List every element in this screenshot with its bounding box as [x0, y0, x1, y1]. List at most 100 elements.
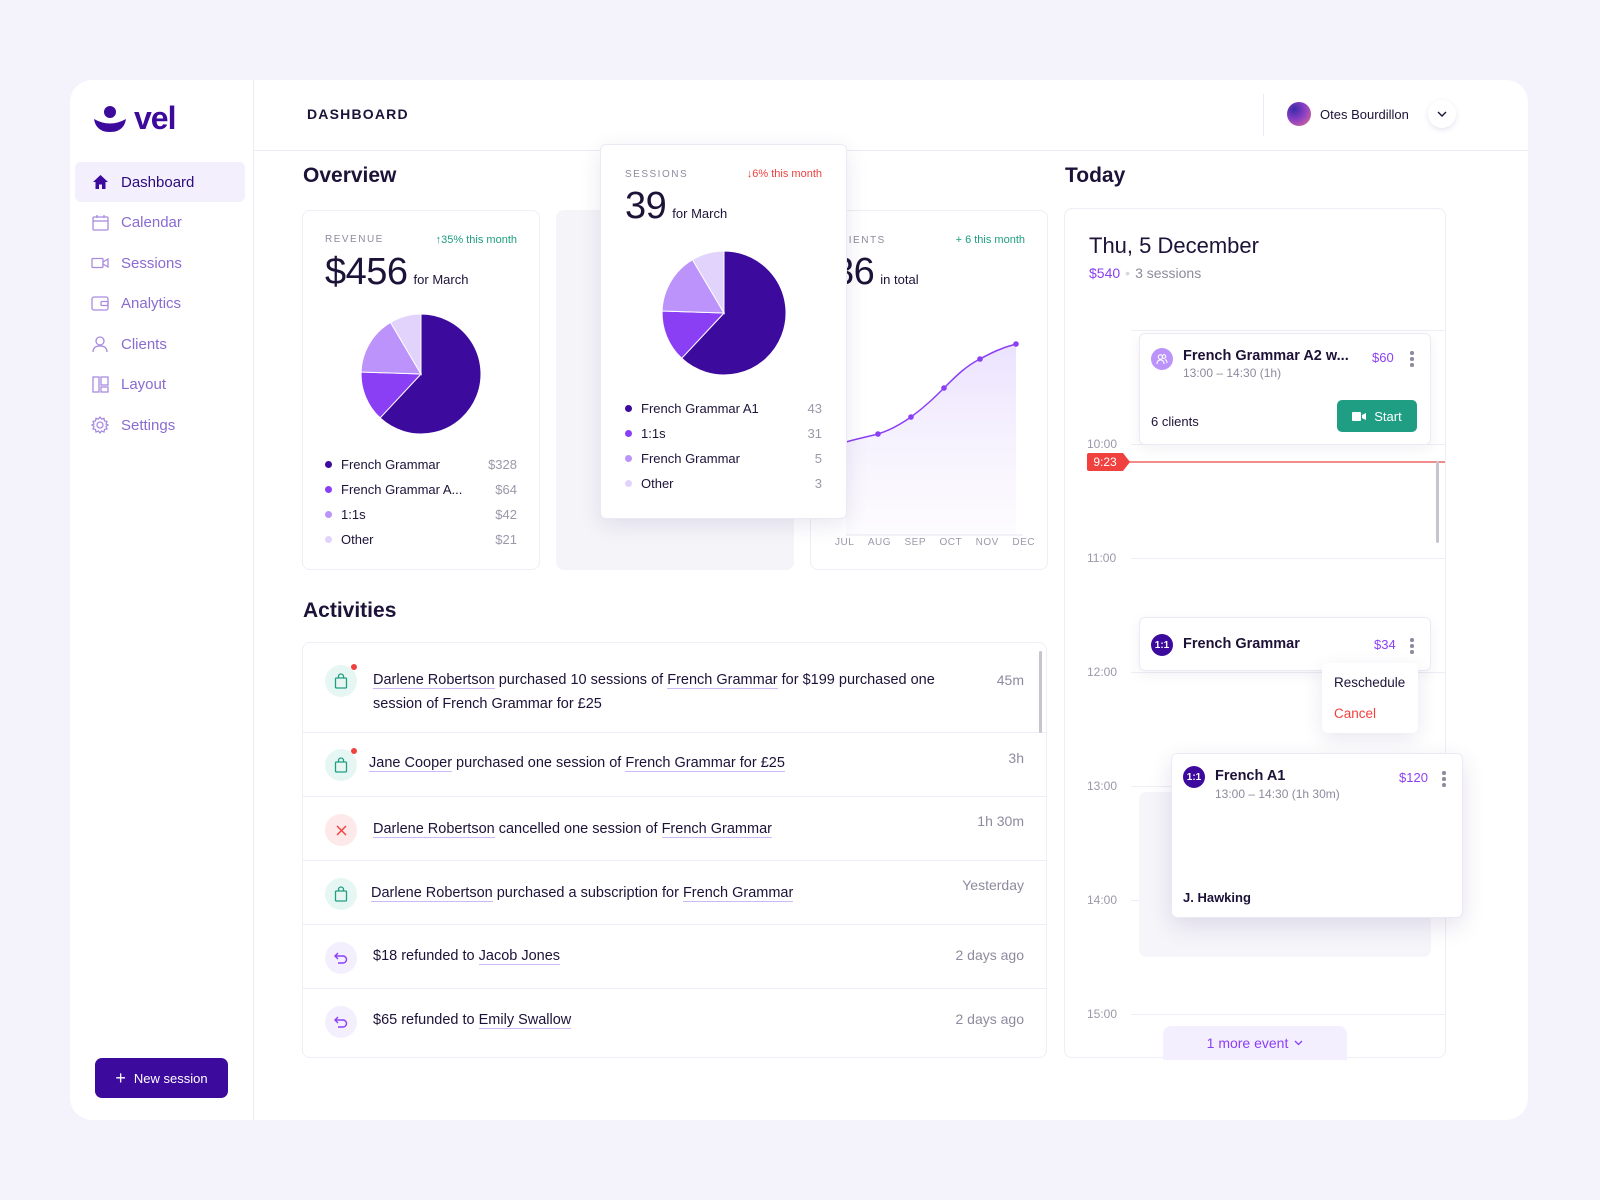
legend-item: Other $21 — [325, 527, 517, 552]
client-link[interactable]: Jane Cooper — [369, 755, 453, 772]
user-icon — [91, 335, 109, 353]
sessions-legend: French Grammar A1 43 1:1s 31 French Gramma… — [625, 396, 822, 496]
activities-list: Darlene Robertson purchased 10 sessions … — [302, 642, 1047, 1058]
sidebar-nav: Dashboard Calendar Sessions Analytics — [75, 162, 245, 446]
event-title: French Grammar — [1183, 636, 1300, 652]
sidebar-item-label: Dashboard — [121, 173, 195, 191]
sidebar: vel Dashboard Calendar Sessions — [70, 80, 254, 1120]
layout-icon — [91, 376, 109, 394]
activity-item[interactable]: $65 refunded to Emily Swallow 2 days ago — [303, 989, 1046, 1057]
sidebar-item-label: Calendar — [121, 214, 182, 231]
activity-item[interactable]: Darlene Robertson purchased a subscripti… — [303, 861, 1046, 925]
start-session-button[interactable]: Start — [1337, 400, 1417, 432]
legend-item: 1:1s 31 — [625, 421, 822, 446]
activity-item[interactable]: Darlene Robertson cancelled one session … — [303, 797, 1046, 861]
today-scrollbar[interactable] — [1436, 461, 1439, 543]
event-time: 13:00 – 14:30 (1h 30m) — [1215, 787, 1340, 801]
wallet-icon — [91, 295, 109, 313]
legend-item: French Grammar A1 43 — [625, 396, 822, 421]
one-on-one-badge: 1:1 — [1151, 634, 1173, 656]
client-link[interactable]: Darlene Robertson — [373, 672, 495, 689]
video-icon — [91, 254, 109, 272]
activities-scrollbar[interactable] — [1039, 651, 1042, 733]
sidebar-item-dashboard[interactable]: Dashboard — [75, 162, 245, 202]
legend-item: French Grammar A... $64 — [325, 477, 517, 502]
client-link[interactable]: Jacob Jones — [478, 948, 561, 965]
sidebar-item-calendar[interactable]: Calendar — [75, 203, 245, 243]
event-card[interactable]: 1:1 French A1 13:00 – 14:30 (1h 30m) $12… — [1171, 753, 1463, 918]
legend-item: 1:1s $42 — [325, 502, 517, 527]
revenue-legend: French Grammar $328 French Grammar A... $6… — [325, 452, 517, 552]
hour-label: 13:00 — [1087, 779, 1118, 793]
revenue-trend: ↑35% this month — [435, 234, 517, 246]
client-link[interactable]: Darlene Robertson — [373, 821, 495, 838]
sidebar-item-label: Analytics — [121, 295, 182, 312]
unread-badge — [351, 664, 357, 670]
event-card[interactable]: 1:1 French Grammar $34 — [1139, 617, 1431, 671]
legend-item: Other 3 — [625, 471, 822, 496]
sidebar-item-clients[interactable]: Clients — [75, 324, 245, 364]
user-dropdown-button[interactable] — [1428, 100, 1456, 128]
event-time: 13:00 – 14:30 (1h) — [1183, 366, 1282, 380]
activity-item[interactable]: Jane Cooper purchased one session of Fre… — [303, 733, 1046, 797]
sidebar-item-layout[interactable]: Layout — [75, 365, 245, 405]
event-price: $60 — [1372, 350, 1394, 365]
reschedule-menu-item[interactable]: Reschedule — [1334, 675, 1406, 690]
event-price: $34 — [1374, 637, 1396, 652]
shopping-bag-icon — [325, 664, 357, 697]
course-link[interactable]: French Grammar — [682, 885, 794, 902]
shopping-bag-icon — [325, 878, 357, 910]
activities-title: Activities — [303, 599, 397, 622]
overview-title: Overview — [303, 164, 397, 187]
user-name: Otes Bourdillon — [1320, 106, 1409, 122]
new-session-button[interactable]: + New session — [95, 1058, 228, 1098]
kebab-menu-icon[interactable] — [1410, 351, 1414, 367]
client-link[interactable]: Darlene Robertson — [371, 885, 493, 902]
hour-label: 12:00 — [1087, 665, 1118, 679]
event-card[interactable]: French Grammar A2 w... 13:00 – 14:30 (1h… — [1139, 333, 1431, 445]
page-title: DASHBOARD — [307, 106, 409, 122]
sessions-trend: ↓6% this month — [746, 168, 822, 180]
course-link[interactable]: French Grammar — [661, 821, 772, 838]
current-time-tag: 9:23 — [1087, 453, 1130, 471]
sidebar-item-settings[interactable]: Settings — [75, 405, 245, 445]
home-icon — [91, 173, 109, 191]
one-on-one-badge: 1:1 — [1183, 766, 1205, 788]
revenue-total: $456 for March — [325, 251, 469, 293]
kebab-menu-icon[interactable] — [1442, 771, 1446, 787]
sessions-total: 39 for March — [625, 185, 728, 227]
activity-text: Darlene Robertson cancelled one session … — [373, 821, 772, 838]
sidebar-item-analytics[interactable]: Analytics — [75, 284, 245, 324]
activity-item[interactable]: Darlene Robertson purchased 10 sessions … — [303, 643, 1046, 733]
activity-time: 2 days ago — [955, 947, 1025, 963]
today-date: Thu, 5 December — [1089, 233, 1259, 258]
event-clients: 6 clients — [1151, 414, 1199, 429]
client-link[interactable]: Emily Swallow — [478, 1012, 572, 1029]
video-camera-icon — [1352, 411, 1367, 421]
sessions-card[interactable]: SESSIONS ↓6% this month 39 for March Fre… — [600, 144, 847, 519]
sidebar-item-sessions[interactable]: Sessions — [75, 243, 245, 283]
logo-text: vel — [134, 100, 176, 136]
today-title: Today — [1065, 164, 1126, 187]
today-panel: Thu, 5 December $540 • 3 sessions 10:00 11… — [1064, 208, 1463, 1060]
cancel-menu-item[interactable]: Cancel — [1334, 706, 1377, 721]
more-events-button[interactable]: 1 more event — [1163, 1026, 1347, 1060]
close-icon — [325, 814, 357, 846]
hour-label: 14:00 — [1087, 893, 1118, 907]
event-price: $120 — [1399, 770, 1428, 785]
today-summary: $540 • 3 sessions — [1089, 265, 1202, 281]
activity-time: 3h — [1008, 750, 1024, 766]
activity-text: $18 refunded to Jacob Jones — [373, 948, 561, 965]
kebab-menu-icon[interactable] — [1410, 638, 1414, 654]
course-link[interactable]: French Grammar — [667, 672, 778, 689]
sidebar-item-label: Clients — [121, 335, 167, 353]
revenue-label: REVENUE — [325, 234, 384, 245]
course-link[interactable]: French Grammar for £25 — [625, 755, 785, 772]
logo[interactable]: vel — [92, 100, 176, 137]
sessions-label: SESSIONS — [625, 169, 689, 180]
clients-x-axis: JUL AUG SEP OCT NOV DEC — [835, 537, 1035, 548]
header: DASHBOARD Otes Bourdillon — [254, 80, 1528, 151]
sessions-pie-chart — [661, 250, 787, 376]
user-menu[interactable]: Otes Bourdillon — [1287, 102, 1409, 126]
activity-item[interactable]: $18 refunded to Jacob Jones 2 days ago — [303, 925, 1046, 989]
